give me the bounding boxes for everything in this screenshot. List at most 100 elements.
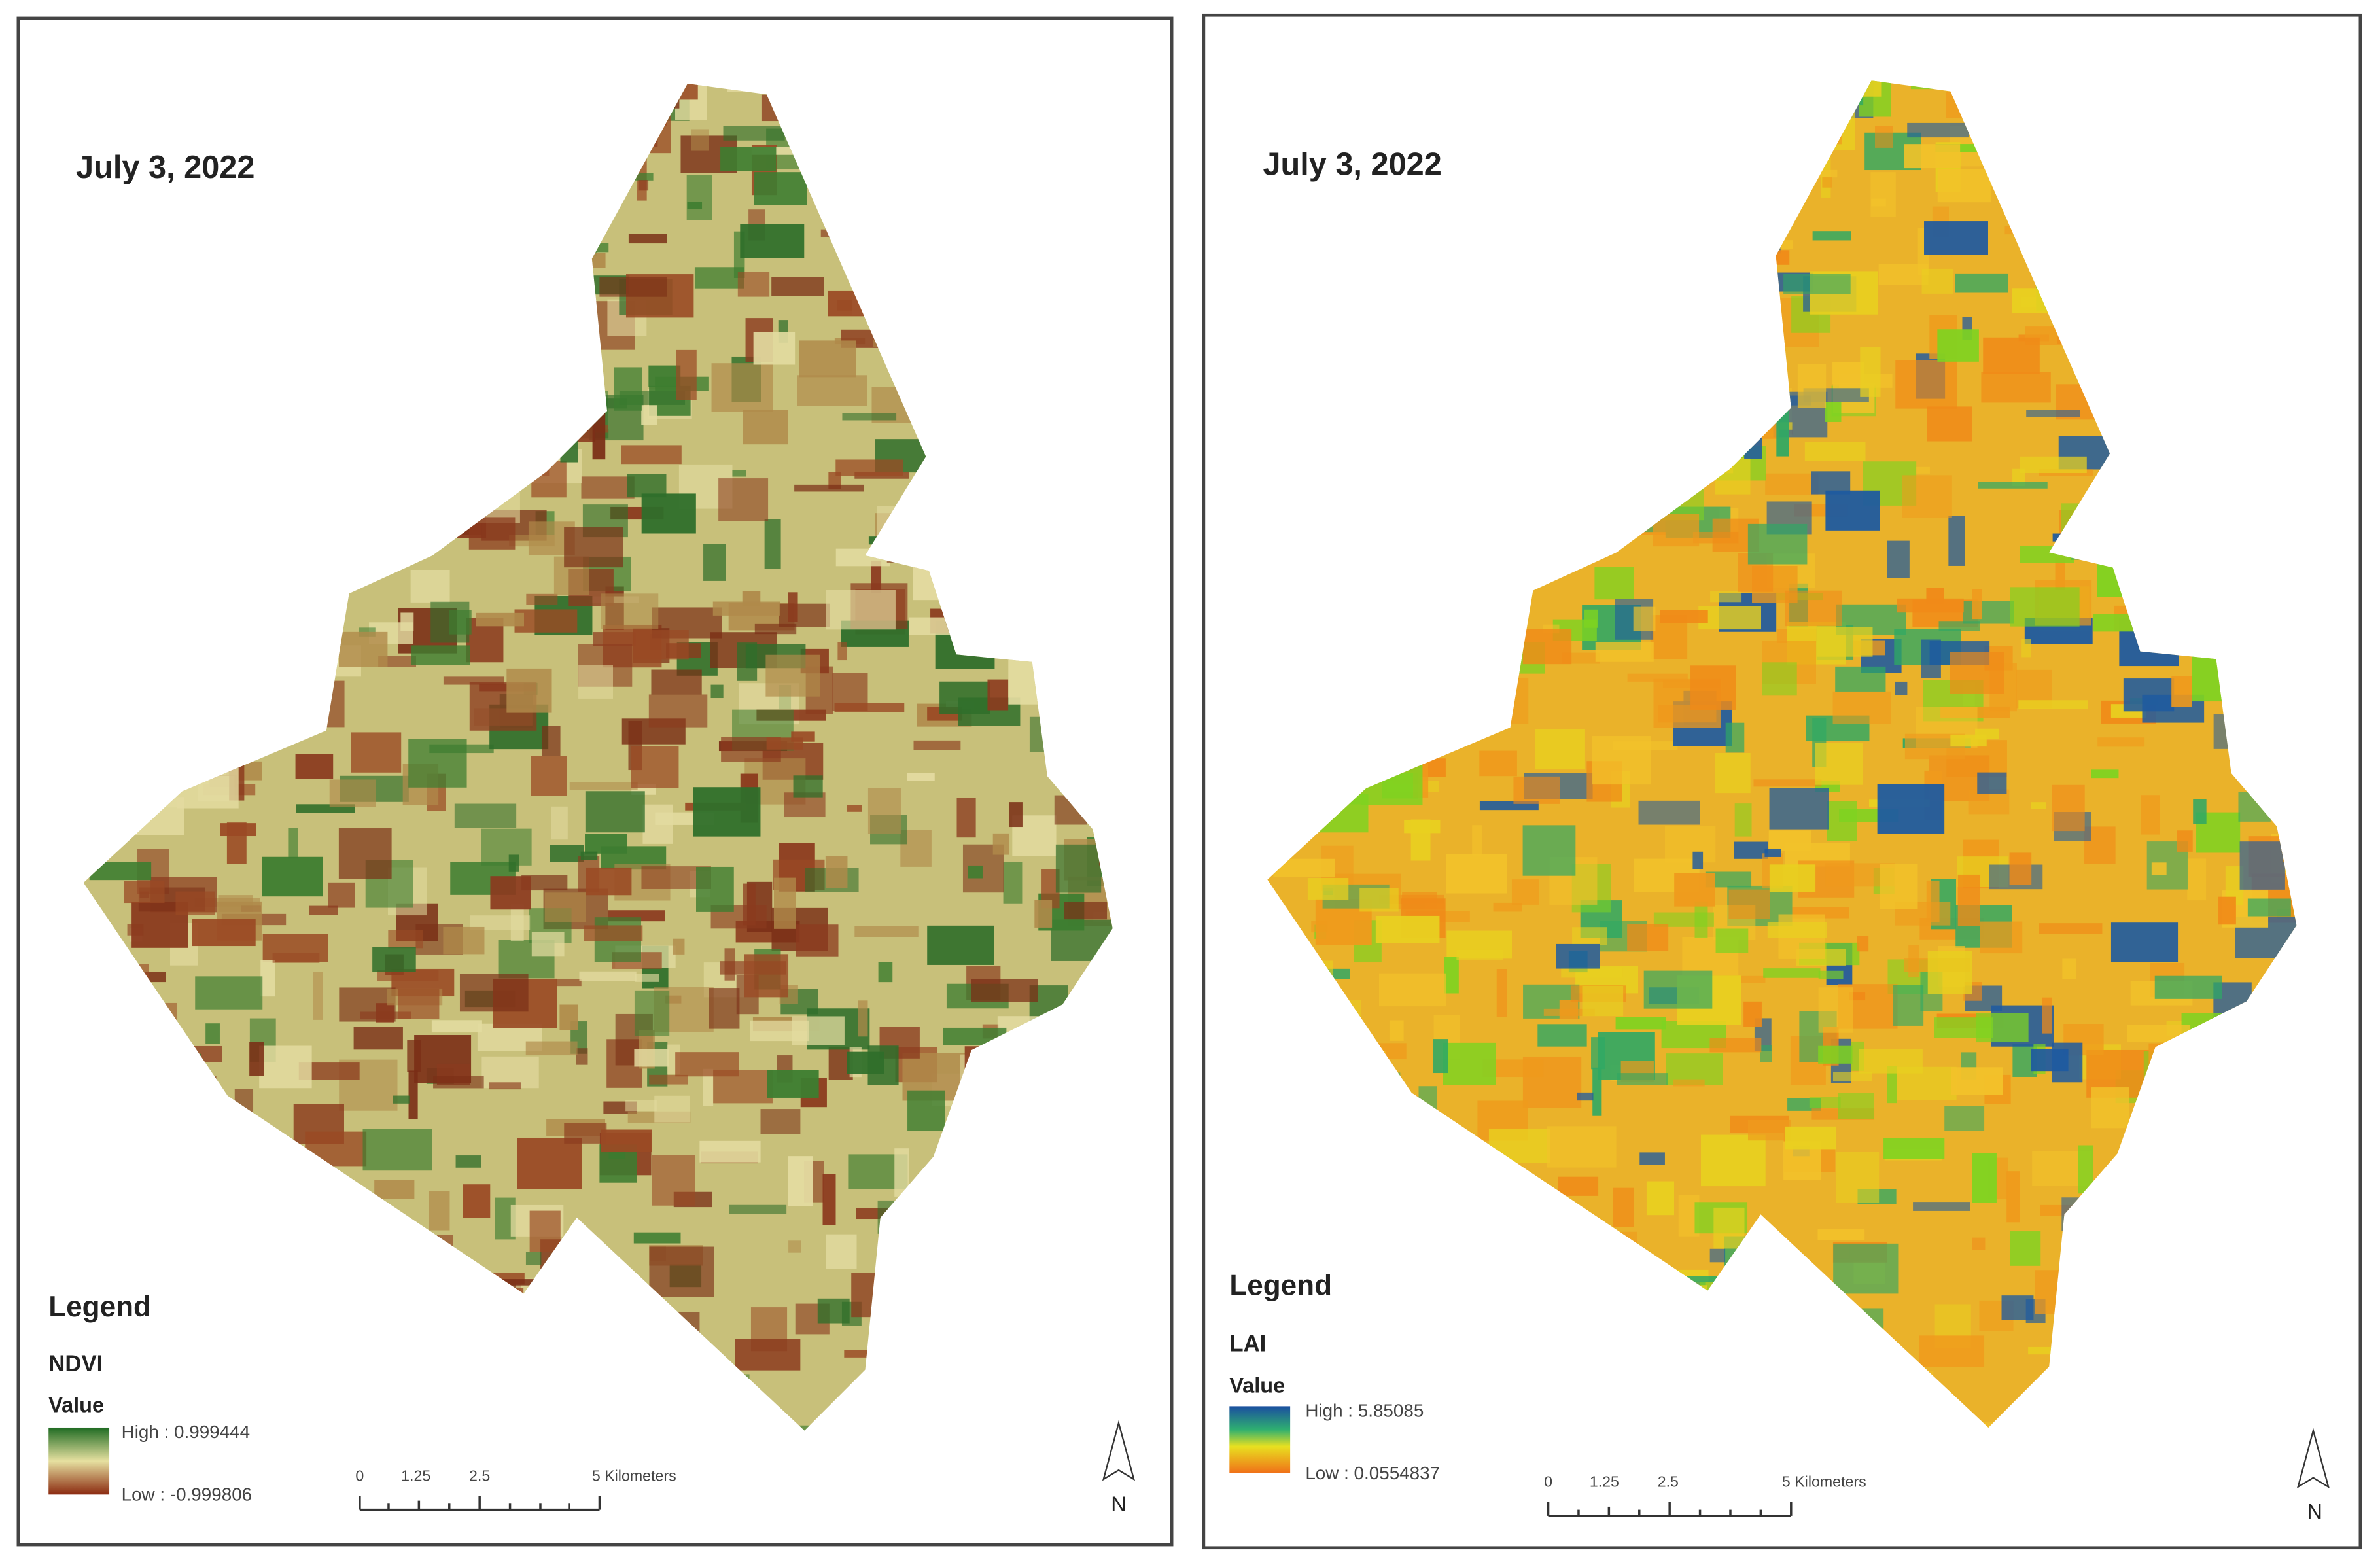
legend-ramp xyxy=(48,1427,110,1495)
raster-patch xyxy=(817,1298,850,1324)
raster-patch xyxy=(652,1155,695,1206)
raster-patch xyxy=(847,805,862,812)
raster-patch xyxy=(411,645,470,665)
value-label: Value xyxy=(48,1394,104,1417)
raster-patch xyxy=(470,915,531,930)
raster-patch xyxy=(1950,734,1987,747)
legend-low: Low : 0.0554837 xyxy=(1305,1463,1440,1483)
raster-patch xyxy=(1785,1126,1836,1150)
raster-patch xyxy=(476,612,525,627)
raster-patch xyxy=(1577,1092,1594,1101)
raster-patch xyxy=(1740,975,1766,983)
raster-patch xyxy=(825,856,848,888)
raster-patch xyxy=(796,924,839,957)
raster-patch xyxy=(826,1234,857,1269)
legend-high: High : 0.999444 xyxy=(122,1422,250,1442)
raster-patch xyxy=(531,756,567,796)
raster-patch xyxy=(1957,874,1980,926)
raster-patch xyxy=(1701,1134,1766,1187)
raster-patch xyxy=(195,976,263,1010)
raster-patch xyxy=(854,926,919,937)
raster-patch xyxy=(634,990,670,1036)
raster-patch xyxy=(654,1095,690,1123)
raster-patch xyxy=(2010,1231,2041,1266)
raster-patch xyxy=(1833,1243,1899,1294)
legend-low: Low : -0.999806 xyxy=(122,1484,253,1505)
raster-patch xyxy=(1561,967,1623,978)
raster-patch xyxy=(1715,752,1751,794)
raster-patch xyxy=(1870,172,1896,217)
raster-patch xyxy=(313,972,323,1020)
raster-patch xyxy=(2042,997,2052,1034)
raster-patch xyxy=(635,974,659,982)
raster-patch xyxy=(1972,589,1982,620)
raster-patch xyxy=(459,974,529,1012)
raster-patch xyxy=(1410,819,1431,861)
north-arrow xyxy=(2296,1428,2330,1489)
raster-patch xyxy=(754,172,807,205)
raster-patch xyxy=(454,803,517,828)
raster-patch xyxy=(351,732,402,773)
raster-patch xyxy=(2187,858,2207,901)
raster-patch xyxy=(771,277,824,296)
raster-patch xyxy=(1768,830,1811,851)
raster-patch xyxy=(226,822,247,864)
raster-patch xyxy=(842,413,897,421)
raster-patch xyxy=(956,798,976,838)
raster-patch xyxy=(455,1155,481,1168)
raster-patch xyxy=(2052,1042,2083,1083)
raster-patch xyxy=(1692,851,1704,869)
raster-patch xyxy=(703,1068,714,1106)
raster-patch xyxy=(1646,1181,1674,1216)
raster-patch xyxy=(735,1339,801,1371)
raster-patch xyxy=(633,630,689,660)
raster-patch xyxy=(1664,825,1716,863)
raster-patch xyxy=(1963,601,2014,624)
raster-patch xyxy=(1951,1067,2003,1095)
raster-patch xyxy=(124,881,165,904)
raster-patch xyxy=(1976,1013,2029,1043)
raster-patch xyxy=(576,1048,588,1065)
raster-patch xyxy=(2177,830,2193,852)
raster-patch xyxy=(1522,825,1576,876)
raster-patch xyxy=(792,1016,845,1045)
raster-patch xyxy=(525,1041,578,1056)
raster-patch xyxy=(1825,402,1842,422)
raster-patch xyxy=(2097,737,2145,747)
raster-patch xyxy=(835,459,903,476)
raster-patch xyxy=(1835,666,1886,692)
raster-patch xyxy=(1311,921,1328,933)
raster-patch xyxy=(992,833,1009,855)
raster-patch xyxy=(1944,1106,1985,1131)
raster-patch xyxy=(740,224,805,258)
raster-patch xyxy=(1627,673,1688,682)
raster-patch xyxy=(2010,587,2080,627)
raster-patch xyxy=(649,1074,688,1085)
raster-patch xyxy=(1592,1067,1602,1116)
raster-patch xyxy=(556,979,582,987)
raster-patch xyxy=(489,1082,521,1090)
raster-patch xyxy=(1764,848,1781,857)
raster-patch xyxy=(2141,795,2160,835)
legend-ramp xyxy=(1229,1406,1291,1473)
raster-patch xyxy=(1747,523,1808,565)
scale-label: 5 Kilometers xyxy=(1782,1473,1866,1490)
raster-patch xyxy=(675,1052,739,1077)
raster-patch xyxy=(1860,347,1881,397)
raster-patch xyxy=(699,1140,761,1163)
raster-patch xyxy=(2091,769,2119,779)
raster-patch xyxy=(1753,779,1822,787)
raster-patch xyxy=(1633,606,1656,632)
raster-patch xyxy=(1817,627,1873,657)
raster-patch xyxy=(1921,268,1953,294)
raster-patch xyxy=(2021,639,2031,658)
raster-patch xyxy=(260,960,275,997)
raster-patch xyxy=(569,782,638,790)
raster-patch xyxy=(858,1000,868,1037)
raster-patch xyxy=(1444,957,1459,994)
raster-patch xyxy=(295,754,334,779)
raster-patch xyxy=(1535,729,1585,770)
raster-patch xyxy=(506,668,552,713)
raster-patch xyxy=(1698,606,1762,630)
